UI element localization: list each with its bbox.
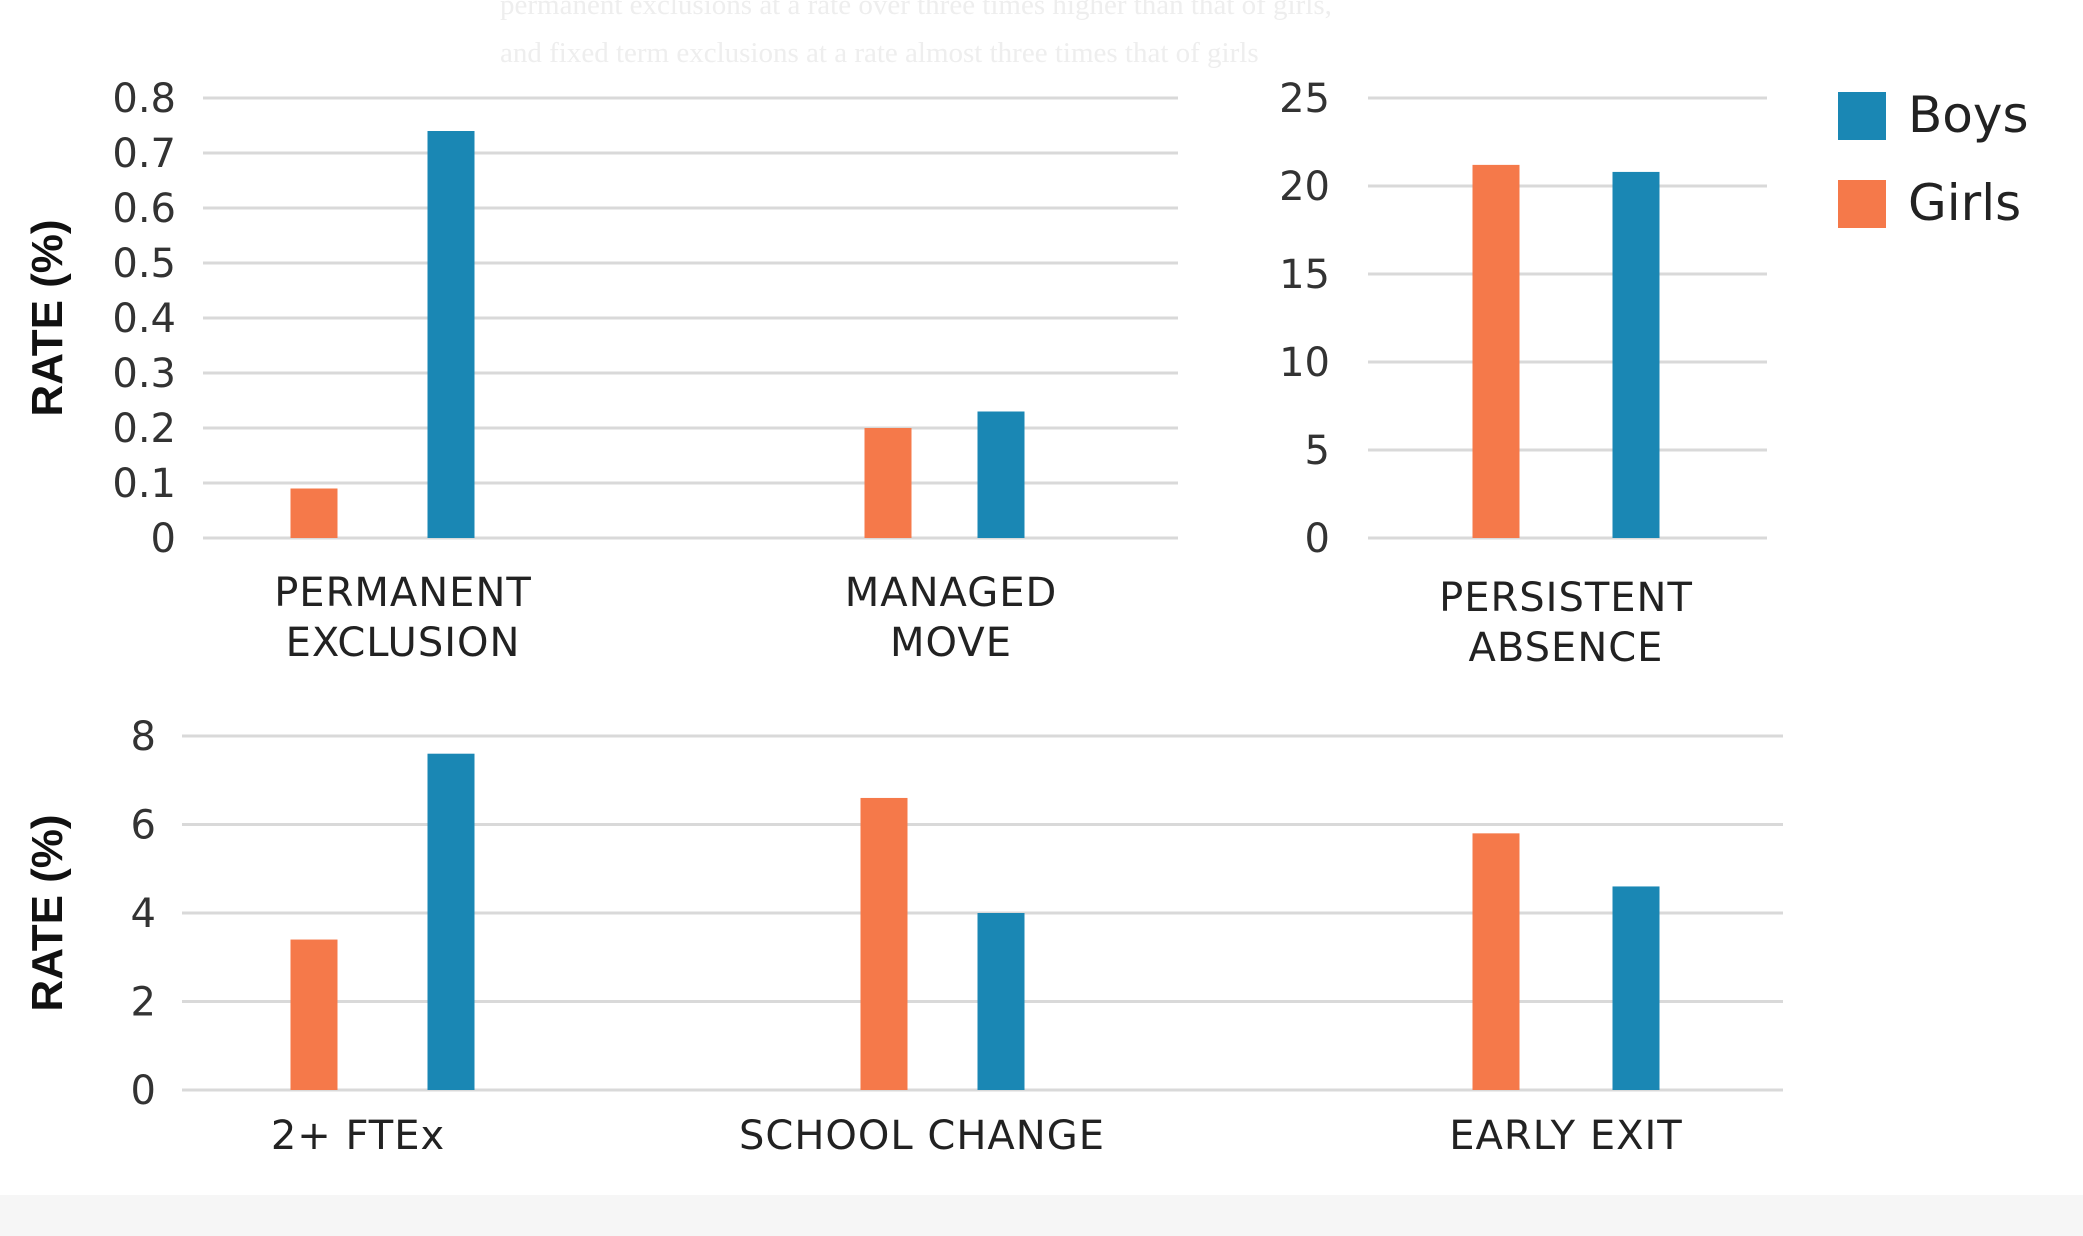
bar-girls-1 (290, 939, 338, 1090)
bar-boys-1 (427, 753, 475, 1090)
y-tick-label: 8 (131, 714, 156, 760)
y-tick-label: 4 (131, 891, 156, 937)
y-axis-title: RATE (%) (23, 814, 72, 1011)
y-tick-label: 0 (151, 516, 176, 562)
y-tick-label: 20 (1279, 164, 1330, 210)
y-tick-label: 25 (1279, 76, 1330, 122)
category-label: EXCLUSION (286, 620, 521, 666)
caption: permanent exclusions at a rate over thre… (500, 0, 1332, 69)
category-label: ABSENCE (1469, 625, 1664, 671)
y-tick-label: 0.7 (112, 131, 176, 177)
legend-label-boys: Boys (1908, 86, 2029, 144)
category-label: SCHOOL CHANGE (739, 1113, 1105, 1159)
category-label: PERMANENT (274, 570, 532, 616)
category-label: EARLY EXIT (1449, 1113, 1682, 1159)
chart-3: 0 2 4 6 8 RATE (%) 2+ FTEx SCHOOL CHANGE EARLY E… (23, 714, 1783, 1159)
legend-swatch-girls (1838, 180, 1886, 228)
legend-swatch-boys (1838, 92, 1886, 140)
bar-boys-3 (1612, 886, 1660, 1090)
y-tick-label: 0.8 (112, 76, 176, 122)
y-tick-label: 0.2 (112, 406, 176, 452)
caption-line-2: and fixed term exclusions at a rate almo… (500, 37, 1259, 69)
y-tick-label: 0.3 (112, 351, 176, 397)
bar-girls-1 (290, 488, 338, 538)
bar-boys-1 (427, 131, 475, 538)
y-tick-label: 0.1 (112, 461, 176, 507)
bar-girls-3 (1472, 833, 1520, 1090)
y-tick-label: 5 (1305, 428, 1330, 474)
category-label: PERSISTENT (1439, 575, 1693, 621)
category-label: MOVE (890, 620, 1012, 666)
y-axis-title: RATE (%) (23, 219, 72, 416)
y-tick-label: 0.5 (112, 241, 176, 287)
caption-line-1: permanent exclusions at a rate over thre… (500, 0, 1332, 21)
bar-boys-1 (1612, 171, 1660, 539)
chart-1: 0 0.1 0.2 0.3 0.4 0.5 0.6 0.7 0.8 RATE (%) PERMANE… (23, 76, 1178, 666)
charts-layer: 0 0.1 0.2 0.3 0.4 0.5 0.6 0.7 0.8 RATE (%) PERMANE… (23, 76, 1783, 1159)
bar-girls-2 (860, 797, 908, 1090)
bar-boys-2 (977, 913, 1025, 1090)
category-label: 2+ FTEx (271, 1113, 445, 1159)
bar-boys-2 (977, 411, 1025, 538)
y-tick-label: 6 (131, 803, 156, 849)
category-label: MANAGED (845, 570, 1058, 616)
y-tick-label: 0 (131, 1068, 156, 1114)
y-tick-label: 0.6 (112, 186, 176, 232)
y-tick-label: 0 (1305, 516, 1330, 562)
legend-label-girls: Girls (1908, 174, 2021, 232)
y-tick-label: 0.4 (112, 296, 176, 342)
bar-girls-1 (1472, 164, 1520, 538)
bar-girls-2 (864, 428, 912, 538)
y-tick-label: 15 (1279, 252, 1330, 298)
y-tick-label: 2 (131, 980, 156, 1026)
legend: Boys Girls (1838, 86, 2029, 232)
y-tick-label: 10 (1279, 340, 1330, 386)
footer-strip (0, 1195, 2083, 1236)
